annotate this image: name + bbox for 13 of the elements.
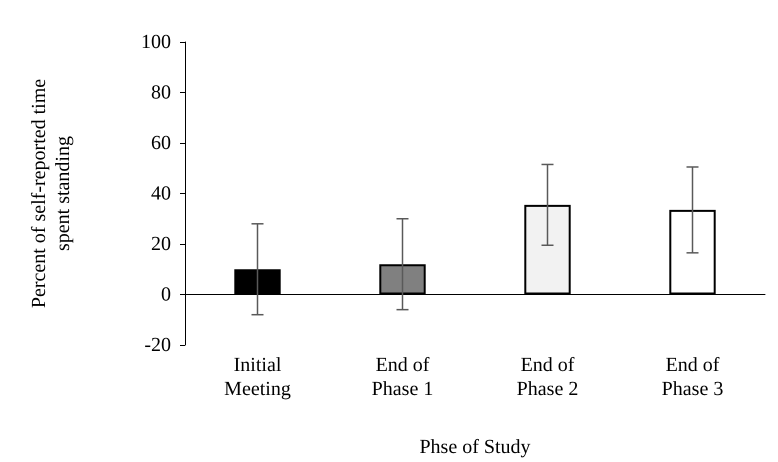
y-tick-label: 60 xyxy=(151,132,171,154)
y-tick-label: 40 xyxy=(151,182,171,204)
y-tick-label: 100 xyxy=(141,31,171,53)
x-tick-label: End of Phase 1 xyxy=(372,354,434,400)
y-tick-label: -20 xyxy=(144,334,171,356)
y-tick-label: 20 xyxy=(151,233,171,255)
x-tick-label: End of Phase 3 xyxy=(662,354,724,400)
x-axis-title: Phse of Study xyxy=(419,436,531,458)
x-tick-label: End of Phase 2 xyxy=(516,354,578,400)
y-axis-title: Percent of self-reported time spent standing xyxy=(28,78,74,308)
y-tick-label: 0 xyxy=(161,284,171,306)
x-tick-label: Initial Meeting xyxy=(224,354,291,400)
y-tick-label: 80 xyxy=(151,82,171,104)
